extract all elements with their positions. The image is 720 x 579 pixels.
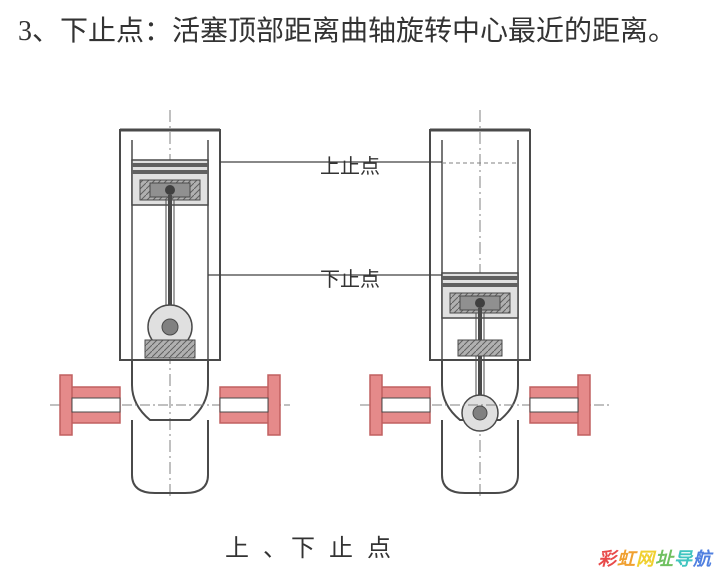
right-cylinder-group [360, 110, 610, 500]
watermark: 彩虹网址导航 [598, 545, 712, 571]
wm-char: 航 [693, 549, 712, 569]
tdc-label: 上止点 [320, 150, 380, 179]
left-cylinder-group [50, 110, 290, 500]
bdc-label: 下止点 [320, 263, 380, 292]
diagram-caption: 上 、下 止 点 [225, 528, 395, 563]
wm-char: 址 [655, 549, 674, 569]
wm-char: 网 [636, 549, 655, 569]
definition-text: 3、下止点：活塞顶部距离曲轴旋转中心最近的距离。 [18, 10, 698, 55]
wm-char: 导 [674, 549, 693, 569]
wm-char: 虹 [617, 549, 636, 569]
wm-char: 彩 [598, 549, 617, 569]
